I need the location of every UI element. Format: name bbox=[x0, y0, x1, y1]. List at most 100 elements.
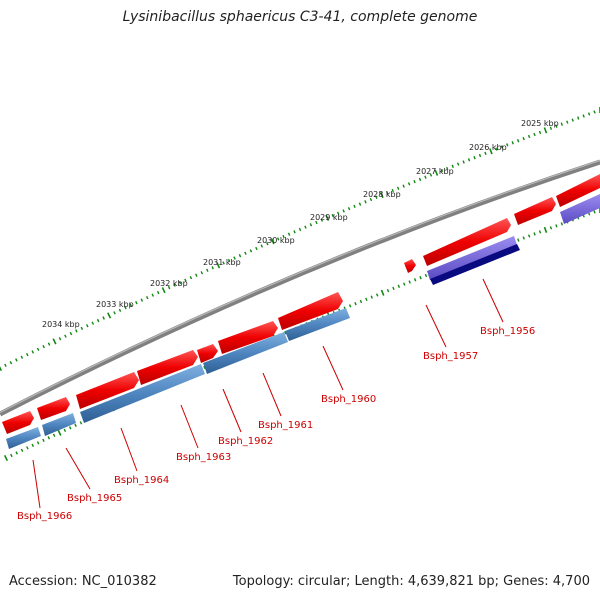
minor-tick bbox=[304, 225, 307, 229]
minor-tick bbox=[145, 295, 149, 300]
minor-tick bbox=[68, 426, 72, 430]
minor-tick bbox=[9, 360, 13, 365]
gene-arrow[interactable] bbox=[423, 218, 511, 266]
minor-tick bbox=[566, 120, 569, 124]
minor-tick bbox=[593, 210, 596, 214]
minor-tick bbox=[255, 246, 258, 251]
kbp-label: 2032 kbp bbox=[150, 279, 188, 288]
gene-block[interactable] bbox=[6, 427, 41, 449]
minor-tick bbox=[402, 184, 405, 188]
gene-label[interactable]: Bsph_1962 bbox=[218, 436, 273, 447]
gene-label[interactable]: Bsph_1956 bbox=[480, 326, 535, 337]
minor-tick bbox=[189, 276, 193, 280]
gene-arrow[interactable] bbox=[37, 397, 70, 420]
minor-tick bbox=[10, 453, 13, 458]
kbp-label: 2025 kbp bbox=[521, 119, 559, 128]
minor-tick bbox=[440, 168, 444, 173]
minor-tick bbox=[206, 268, 209, 272]
minor-tick bbox=[386, 191, 389, 195]
minor-tick bbox=[260, 244, 264, 248]
major-tick bbox=[379, 191, 384, 199]
map-title: Lysinibacillus sphaericus C3-41, complet… bbox=[122, 9, 478, 25]
minor-tick bbox=[203, 365, 206, 370]
outer-tick-ring bbox=[0, 107, 600, 372]
genome-backbone bbox=[0, 159, 600, 417]
minor-tick bbox=[359, 299, 363, 304]
gene-label[interactable]: Bsph_1965 bbox=[67, 493, 122, 504]
kbp-label: 2028 kbp bbox=[363, 190, 401, 199]
minor-tick bbox=[167, 285, 171, 290]
minor-tick bbox=[151, 293, 155, 297]
gene-arrow[interactable] bbox=[218, 321, 278, 354]
minor-tick bbox=[386, 288, 390, 293]
gene-label[interactable]: Bsph_1961 bbox=[258, 420, 313, 431]
gene-block[interactable] bbox=[560, 194, 600, 224]
minor-tick bbox=[533, 132, 536, 137]
minor-tick bbox=[63, 428, 67, 433]
gene-block[interactable] bbox=[285, 308, 350, 341]
minor-tick bbox=[227, 258, 231, 263]
minor-tick bbox=[353, 204, 356, 208]
minor-tick bbox=[47, 342, 51, 346]
gene-block[interactable] bbox=[42, 413, 76, 436]
minor-tick bbox=[571, 118, 574, 122]
minor-tick bbox=[266, 242, 269, 246]
minor-tick bbox=[391, 188, 394, 193]
minor-tick bbox=[15, 451, 18, 455]
minor-tick bbox=[375, 195, 378, 199]
minor-tick bbox=[365, 297, 368, 301]
gene-block[interactable] bbox=[80, 364, 205, 423]
minor-tick bbox=[287, 232, 291, 236]
major-tick bbox=[161, 287, 166, 294]
minor-tick bbox=[284, 331, 287, 335]
minor-tick bbox=[348, 304, 352, 308]
minor-tick bbox=[20, 355, 24, 359]
gene-block[interactable] bbox=[427, 236, 517, 280]
gene-arrow[interactable] bbox=[197, 344, 218, 363]
minor-tick bbox=[407, 182, 411, 186]
minor-tick bbox=[593, 110, 596, 114]
gene-arrow[interactable] bbox=[76, 372, 139, 409]
minor-tick bbox=[419, 276, 422, 280]
minor-tick bbox=[233, 256, 236, 260]
minor-tick bbox=[555, 124, 558, 128]
minor-tick bbox=[527, 234, 531, 238]
gene-arrow[interactable] bbox=[278, 292, 343, 330]
gene-arrow[interactable] bbox=[556, 174, 600, 207]
gene-label[interactable]: Bsph_1963 bbox=[176, 452, 231, 463]
minor-tick bbox=[527, 134, 531, 139]
gene-label[interactable]: Bsph_1964 bbox=[114, 475, 169, 486]
major-tick bbox=[57, 429, 62, 436]
minor-tick bbox=[85, 324, 89, 328]
minor-tick bbox=[473, 156, 476, 160]
minor-tick bbox=[42, 438, 45, 443]
minor-tick bbox=[15, 358, 18, 362]
minor-tick bbox=[282, 234, 285, 239]
minor-tick bbox=[397, 284, 401, 288]
minor-tick bbox=[560, 222, 564, 226]
major-tick bbox=[216, 262, 221, 269]
minor-tick bbox=[456, 162, 460, 166]
minor-tick bbox=[549, 126, 553, 130]
minor-tick bbox=[555, 224, 558, 228]
minor-tick bbox=[538, 230, 542, 234]
gene-arrow[interactable] bbox=[137, 350, 198, 385]
gene-label[interactable]: Bsph_1966 bbox=[17, 511, 72, 522]
kbp-label: 2030 kbp bbox=[257, 236, 295, 245]
gene-label[interactable]: Bsph_1960 bbox=[321, 394, 376, 405]
minor-tick bbox=[582, 114, 585, 118]
gene-block[interactable] bbox=[430, 244, 520, 285]
gene-label[interactable]: Bsph_1957 bbox=[423, 351, 478, 362]
minor-tick bbox=[413, 278, 417, 282]
gene-arrow[interactable] bbox=[404, 259, 416, 273]
kbp-label: 2033 kbp bbox=[96, 300, 134, 309]
gene-arrow[interactable] bbox=[2, 411, 34, 434]
minor-tick bbox=[522, 136, 525, 141]
minor-tick bbox=[309, 223, 313, 227]
gene-arrow[interactable] bbox=[514, 197, 556, 225]
minor-tick bbox=[156, 290, 160, 295]
minor-tick bbox=[91, 321, 95, 325]
minor-tick bbox=[560, 122, 563, 126]
gene-block[interactable] bbox=[203, 332, 288, 374]
minor-tick bbox=[331, 213, 334, 218]
